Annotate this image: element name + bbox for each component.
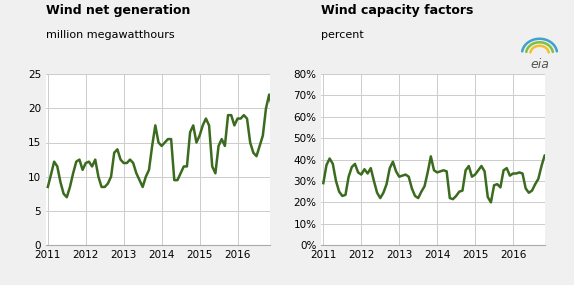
Text: percent: percent <box>321 30 364 40</box>
Text: million megawatthours: million megawatthours <box>46 30 174 40</box>
Text: eia: eia <box>530 58 549 72</box>
Text: Wind capacity factors: Wind capacity factors <box>321 4 474 17</box>
Text: Wind net generation: Wind net generation <box>46 4 191 17</box>
